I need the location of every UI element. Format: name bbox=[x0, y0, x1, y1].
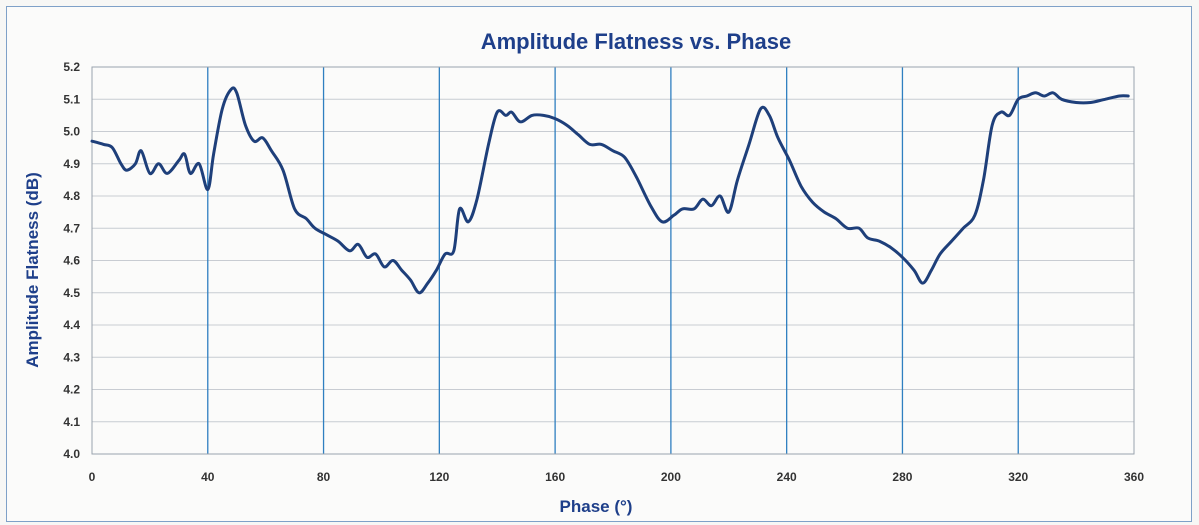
x-tick-label: 80 bbox=[317, 470, 331, 484]
y-tick-label: 5.0 bbox=[63, 125, 80, 139]
series-layer bbox=[90, 86, 1130, 295]
chart-title: Amplitude Flatness vs. Phase bbox=[481, 29, 792, 54]
x-tick-label: 120 bbox=[429, 470, 449, 484]
y-tick-label: 4.6 bbox=[63, 254, 80, 268]
y-tick-label: 4.0 bbox=[63, 447, 80, 461]
x-tick-label: 360 bbox=[1124, 470, 1144, 484]
x-tick-label: 0 bbox=[89, 470, 96, 484]
x-tick-labels: 0 40 80 120 160 200 240 280 320 360 bbox=[89, 470, 1145, 484]
x-tick-label: 280 bbox=[892, 470, 912, 484]
x-tick-label: 200 bbox=[661, 470, 681, 484]
vertical-gridlines bbox=[207, 67, 1019, 454]
x-tick-label: 320 bbox=[1008, 470, 1028, 484]
x-tick-label: 160 bbox=[545, 470, 565, 484]
horizontal-gridlines bbox=[92, 98, 1134, 423]
x-tick-label: 40 bbox=[201, 470, 215, 484]
series-line bbox=[90, 86, 1130, 295]
plot-area-border bbox=[91, 66, 1135, 455]
y-tick-labels: 4.0 4.1 4.2 4.3 4.4 4.5 4.6 4.7 4.8 4.9 5.0 5.1 5.2 bbox=[63, 60, 80, 461]
y-tick-label: 4.2 bbox=[63, 383, 80, 397]
y-tick-label: 4.5 bbox=[63, 286, 80, 300]
x-tick-label: 240 bbox=[777, 470, 797, 484]
y-tick-label: 4.7 bbox=[63, 221, 80, 235]
y-tick-label: 5.2 bbox=[63, 60, 80, 74]
y-tick-label: 4.8 bbox=[63, 189, 80, 203]
y-tick-label: 4.3 bbox=[63, 350, 80, 364]
y-tick-label: 4.4 bbox=[63, 318, 80, 332]
y-axis-title: Amplitude Flatness (dB) bbox=[23, 172, 42, 368]
y-tick-label: 4.9 bbox=[63, 157, 80, 171]
x-axis-title: Phase (°) bbox=[560, 497, 633, 516]
y-tick-label: 4.1 bbox=[63, 415, 80, 429]
chart-frame bbox=[6, 6, 1192, 522]
y-tick-label: 5.1 bbox=[63, 92, 80, 106]
